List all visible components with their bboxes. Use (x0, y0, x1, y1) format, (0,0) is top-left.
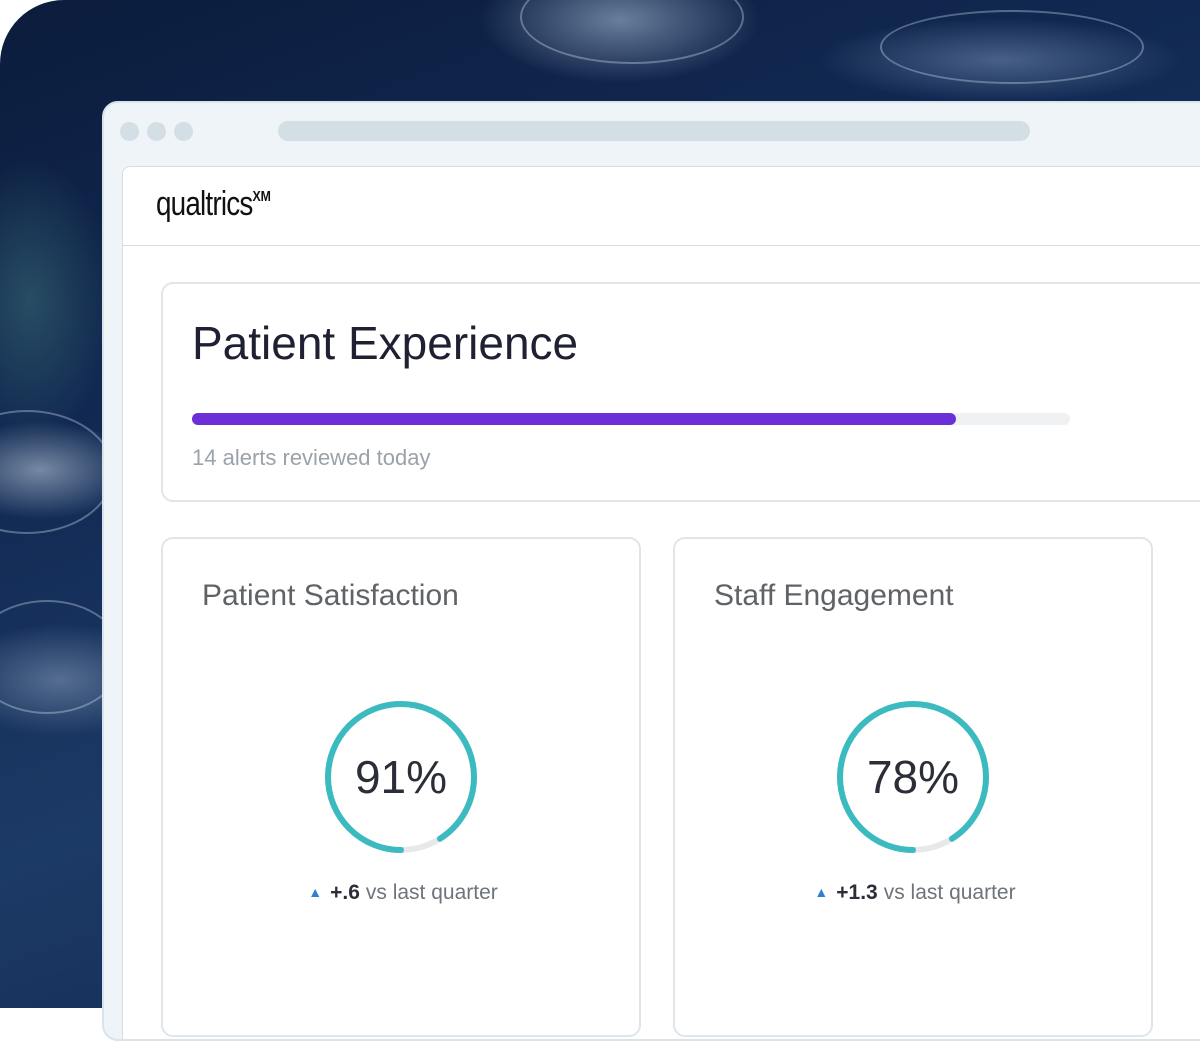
alerts-status-text: 14 alerts reviewed today (192, 445, 431, 470)
browser-window: qualtricsXM Patient Experience 14 alerts… (102, 101, 1200, 1041)
triangle-up-icon: ▲ (308, 884, 323, 900)
qualtrics-logo[interactable]: qualtricsXM (156, 185, 271, 224)
satisfaction-value: 91% (354, 751, 448, 803)
ripple-decoration (0, 410, 114, 534)
card-title: Staff Engagement (714, 579, 954, 612)
card-title: Patient Satisfaction (202, 579, 459, 612)
window-controls (120, 122, 193, 141)
address-bar[interactable] (278, 121, 1030, 141)
window-dot-icon[interactable] (147, 122, 166, 141)
ripple-decoration (520, 0, 744, 64)
alerts-progress-bar (192, 413, 1070, 425)
delta-label: vs last quarter (883, 881, 1016, 904)
patient-satisfaction-card[interactable]: Patient Satisfaction 91% ▲ +.6 vs last qua… (161, 537, 641, 1037)
engagement-value: 78% (866, 751, 960, 803)
satisfaction-delta: ▲ +.6 vs last quarter (163, 881, 643, 905)
delta-value: +1.3 (836, 881, 878, 904)
app-container: qualtricsXM Patient Experience 14 alerts… (122, 166, 1200, 1039)
engagement-gauge (837, 701, 989, 853)
window-dot-icon[interactable] (174, 122, 193, 141)
page-title: Patient Experience (192, 317, 579, 369)
window-dot-icon[interactable] (120, 122, 139, 141)
patient-experience-panel: Patient Experience 14 alerts reviewed to… (161, 282, 1200, 502)
gauge-arc (837, 701, 989, 853)
alerts-progress-fill (192, 413, 956, 425)
logo-mark: XM (252, 187, 271, 205)
delta-label: vs last quarter (365, 881, 498, 904)
app-header: qualtricsXM (123, 167, 1200, 246)
delta-value: +.6 (330, 881, 360, 904)
engagement-delta: ▲ +1.3 vs last quarter (675, 881, 1155, 905)
staff-engagement-card[interactable]: Staff Engagement 78% ▲ +1.3 vs last quarte… (673, 537, 1153, 1037)
ripple-decoration (880, 10, 1144, 84)
triangle-up-icon: ▲ (814, 884, 829, 900)
logo-text: qualtrics (156, 185, 253, 223)
gauge-arc (325, 701, 477, 853)
satisfaction-gauge (325, 701, 477, 853)
